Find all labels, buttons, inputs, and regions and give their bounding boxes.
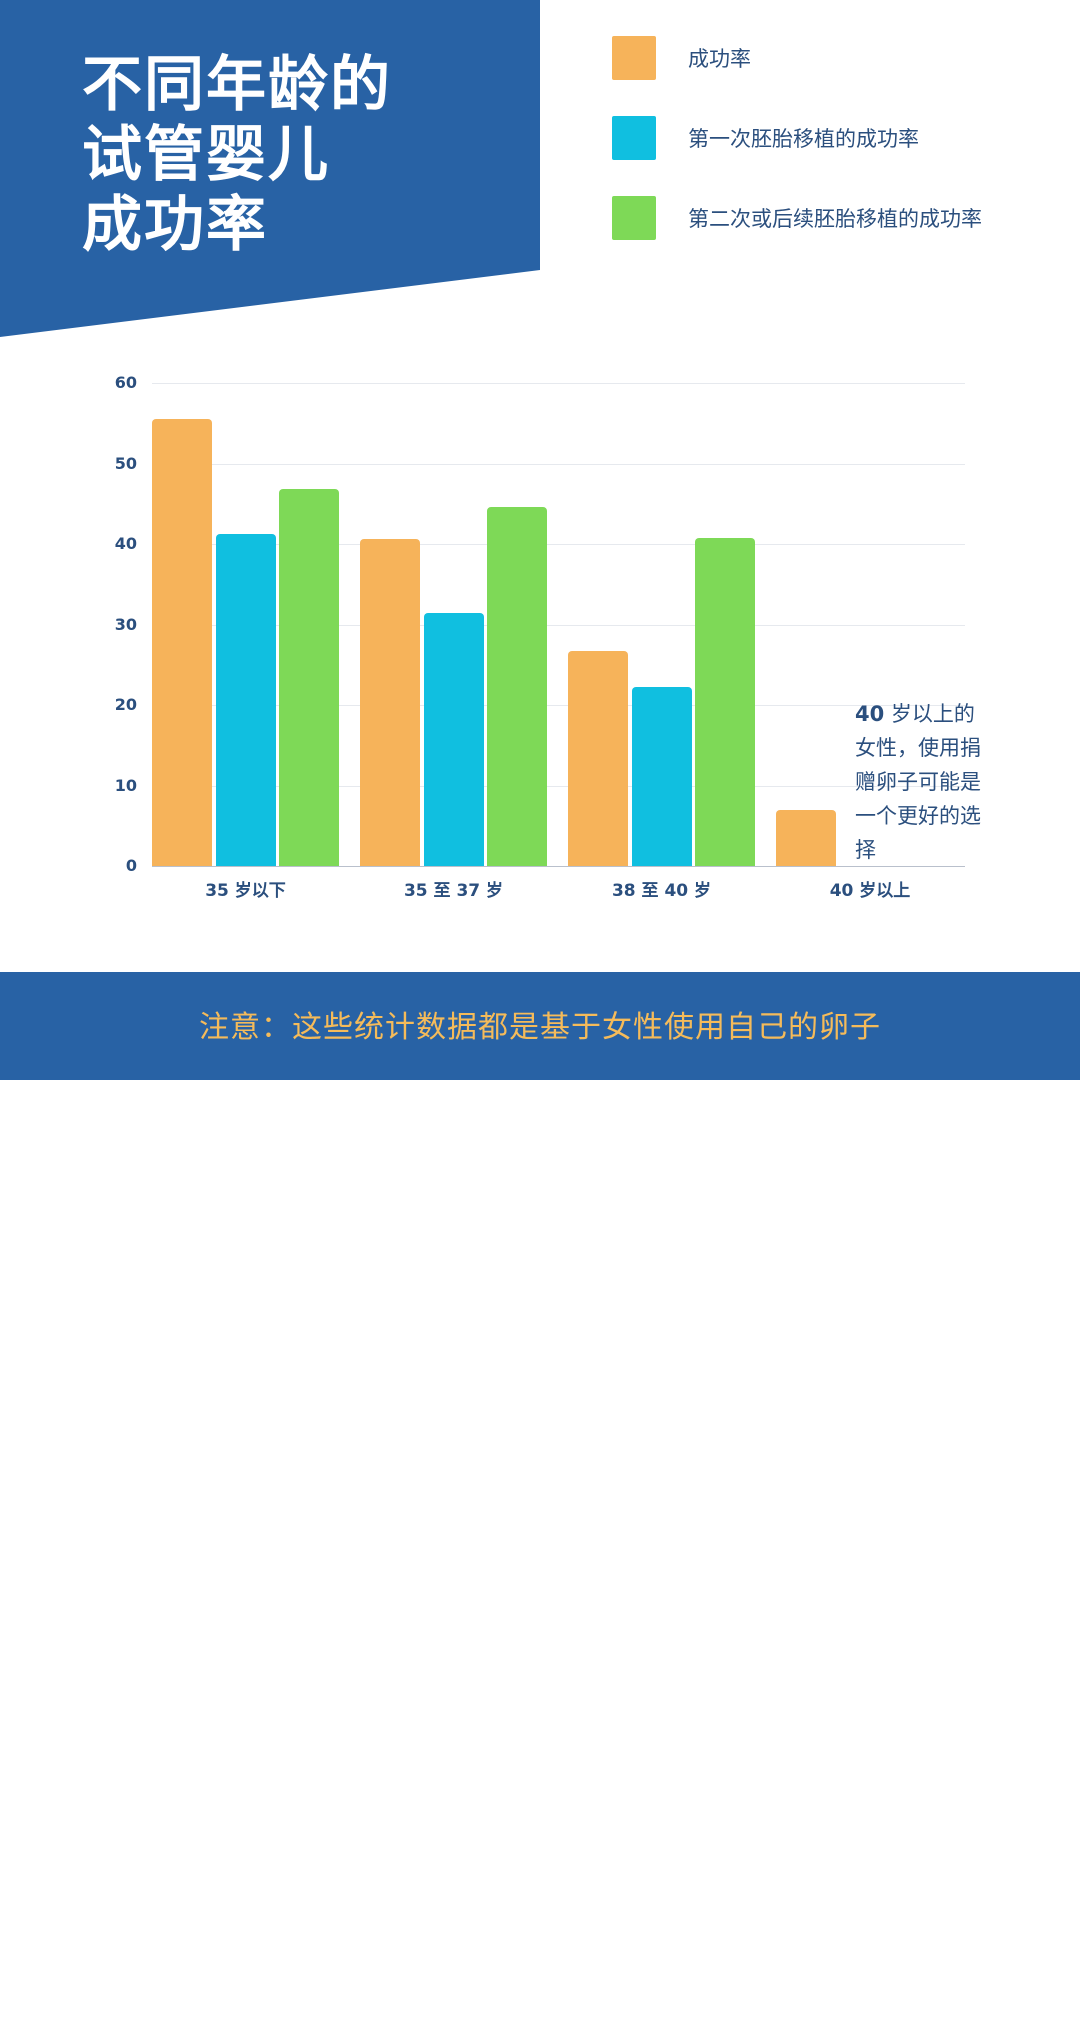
bar xyxy=(568,651,628,866)
title-line: 不同年龄的 xyxy=(82,50,392,120)
legend-item-first-transfer: 第一次胚胎移植的成功率 xyxy=(612,116,982,160)
annotation-text: 岁以上的女性，使用捐赠卵子可能是一个更好的选择 xyxy=(855,702,981,862)
chart-annotation: 40 岁以上的女性，使用捐赠卵子可能是一个更好的选择 xyxy=(855,697,995,867)
footer-note: 注意：这些统计数据都是基于女性使用自己的卵子 xyxy=(199,1010,881,1045)
bar xyxy=(487,506,547,866)
page-title: 不同年龄的 试管婴儿 成功率 xyxy=(82,50,392,260)
annotation-bold-number: 40 xyxy=(855,702,885,726)
legend-label: 成功率 xyxy=(688,47,751,71)
bar-chart: 0 10 20 30 40 50 60 35 岁以下 35 至 37 岁 38 至 40 岁 40 … xyxy=(0,0,1080,960)
bar xyxy=(423,613,484,866)
x-axis-line xyxy=(152,866,965,867)
y-axis-tick-label: 20 xyxy=(114,695,137,714)
legend-label: 第一次胚胎移植的成功率 xyxy=(688,127,919,151)
y-axis-tick-label: 50 xyxy=(114,453,137,473)
gridline xyxy=(152,785,965,787)
y-axis-tick-label: 10 xyxy=(114,775,137,795)
gridline xyxy=(152,463,965,465)
x-axis-category-label: 35 至 37 岁 xyxy=(403,881,504,901)
footer-banner: 注意：这些统计数据都是基于女性使用自己的卵子 xyxy=(0,972,1080,2042)
y-axis-tick-label: 60 xyxy=(114,373,137,392)
gridline xyxy=(152,544,965,545)
x-axis-category-label: 38 至 40 岁 xyxy=(611,881,712,901)
bar xyxy=(776,809,836,866)
title-line: 试管婴儿 xyxy=(82,120,330,190)
gridline xyxy=(152,624,965,626)
bar xyxy=(279,489,339,866)
bar xyxy=(215,534,276,866)
legend-label: 第二次或后续胚胎移植的成功率 xyxy=(688,207,982,231)
y-axis-tick-label: 40 xyxy=(114,534,137,553)
header-banner xyxy=(0,0,540,337)
y-axis-tick-label: 30 xyxy=(114,614,137,634)
watermark-icon xyxy=(1034,2024,1064,2042)
gridline xyxy=(152,383,965,384)
legend-item-success-rate: 成功率 xyxy=(612,36,982,80)
bar xyxy=(695,538,755,866)
x-axis-category-label: 35 岁以下 xyxy=(205,881,286,901)
legend-item-subsequent-transfer: 第二次或后续胚胎移植的成功率 xyxy=(612,196,982,240)
legend-swatch-icon xyxy=(612,116,656,160)
title-line: 成功率 xyxy=(82,190,268,260)
legend-swatch-icon xyxy=(612,36,656,80)
gridline xyxy=(152,705,965,706)
bar xyxy=(631,687,692,866)
bar xyxy=(152,419,212,866)
y-axis-tick-label: 0 xyxy=(125,856,137,875)
chart-legend: 成功率 第一次胚胎移植的成功率 第二次或后续胚胎移植的成功率 xyxy=(612,36,982,276)
legend-swatch-icon xyxy=(612,196,656,240)
bar xyxy=(360,539,420,866)
x-axis-category-label: 40 岁以上 xyxy=(829,881,911,901)
